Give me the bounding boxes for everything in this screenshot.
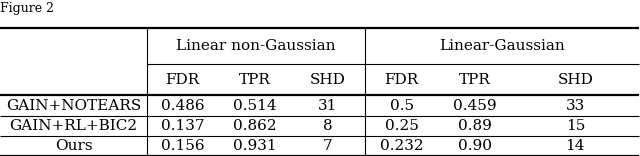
Text: 0.156: 0.156 <box>161 139 204 153</box>
Text: 0.89: 0.89 <box>458 119 492 133</box>
Text: 0.5: 0.5 <box>390 99 413 113</box>
Text: FDR: FDR <box>385 73 419 87</box>
Text: 31: 31 <box>318 99 338 113</box>
Text: GAIN+RL+BIC2: GAIN+RL+BIC2 <box>10 119 138 133</box>
Text: SHD: SHD <box>557 73 593 87</box>
Text: Figure 2: Figure 2 <box>0 2 54 15</box>
Text: 8: 8 <box>323 119 333 133</box>
Text: 0.25: 0.25 <box>385 119 419 133</box>
Text: 33: 33 <box>566 99 585 113</box>
Text: 0.232: 0.232 <box>380 139 424 153</box>
Text: 15: 15 <box>566 119 585 133</box>
Text: 0.514: 0.514 <box>232 99 276 113</box>
Text: 14: 14 <box>566 139 585 153</box>
Text: SHD: SHD <box>310 73 346 87</box>
Text: 0.459: 0.459 <box>453 99 497 113</box>
Text: 0.862: 0.862 <box>232 119 276 133</box>
Text: Linear non-Gaussian: Linear non-Gaussian <box>176 39 336 53</box>
Text: 7: 7 <box>323 139 333 153</box>
Text: 0.137: 0.137 <box>161 119 204 133</box>
Text: Ours: Ours <box>55 139 92 153</box>
Text: Linear-Gaussian: Linear-Gaussian <box>439 39 564 53</box>
Text: 0.931: 0.931 <box>232 139 276 153</box>
Text: 0.486: 0.486 <box>161 99 204 113</box>
Text: TPR: TPR <box>239 73 270 87</box>
Text: TPR: TPR <box>460 73 491 87</box>
Text: 0.90: 0.90 <box>458 139 492 153</box>
Text: GAIN+NOTEARS: GAIN+NOTEARS <box>6 99 141 113</box>
Text: FDR: FDR <box>165 73 200 87</box>
